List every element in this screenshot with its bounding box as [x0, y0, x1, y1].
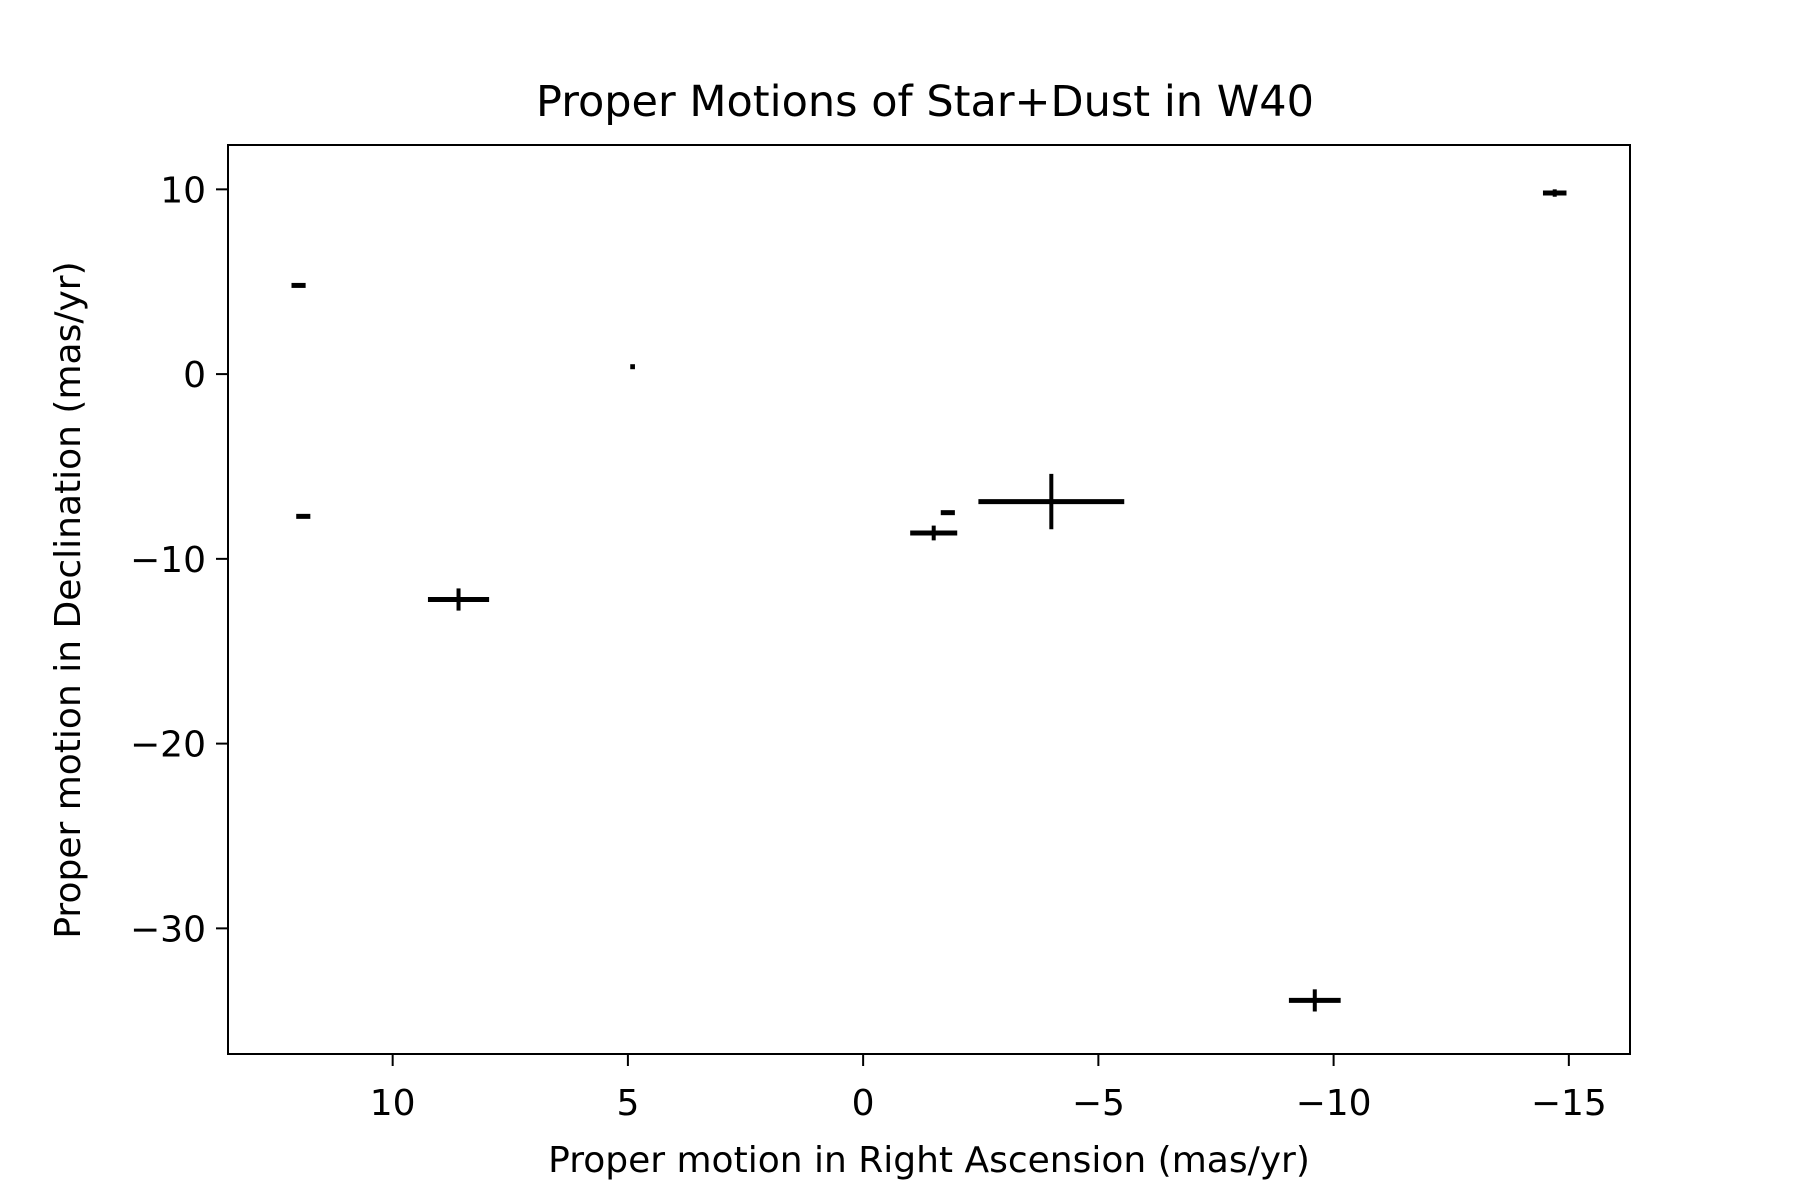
x-tick-label: −15: [1531, 1083, 1607, 1124]
data-point: [978, 473, 1125, 530]
data-point: [1288, 989, 1341, 1012]
x-tick-label: 0: [852, 1083, 875, 1124]
x-tick-label: 5: [616, 1083, 639, 1124]
x-axis-label: Proper motion in Right Ascension (mas/yr…: [548, 1140, 1310, 1181]
x-tick-label: −5: [1072, 1083, 1125, 1124]
data-point: [427, 588, 490, 611]
y-tick-label: −30: [130, 909, 206, 950]
chart-title: Proper Motions of Star+Dust in W40: [536, 77, 1314, 127]
x-tick-label: −10: [1296, 1083, 1372, 1124]
x-tick-label: 10: [370, 1083, 416, 1124]
plot-frame: [227, 144, 1631, 1055]
y-tick-label: −10: [130, 540, 206, 581]
y-axis-ticks: 10 0 −10 −20 −30: [130, 170, 228, 950]
y-tick-label: 0: [183, 355, 206, 396]
y-tick-label: −20: [130, 725, 206, 766]
y-tick-label: 10: [160, 170, 206, 211]
data-point: [1542, 189, 1567, 197]
x-axis-ticks: 10 5 0 −5 −10 −15: [370, 1054, 1607, 1124]
y-axis-label: Proper motion in Declination (mas/yr): [48, 261, 89, 938]
data-point: [910, 525, 958, 541]
data-marks: [291, 189, 1567, 1012]
